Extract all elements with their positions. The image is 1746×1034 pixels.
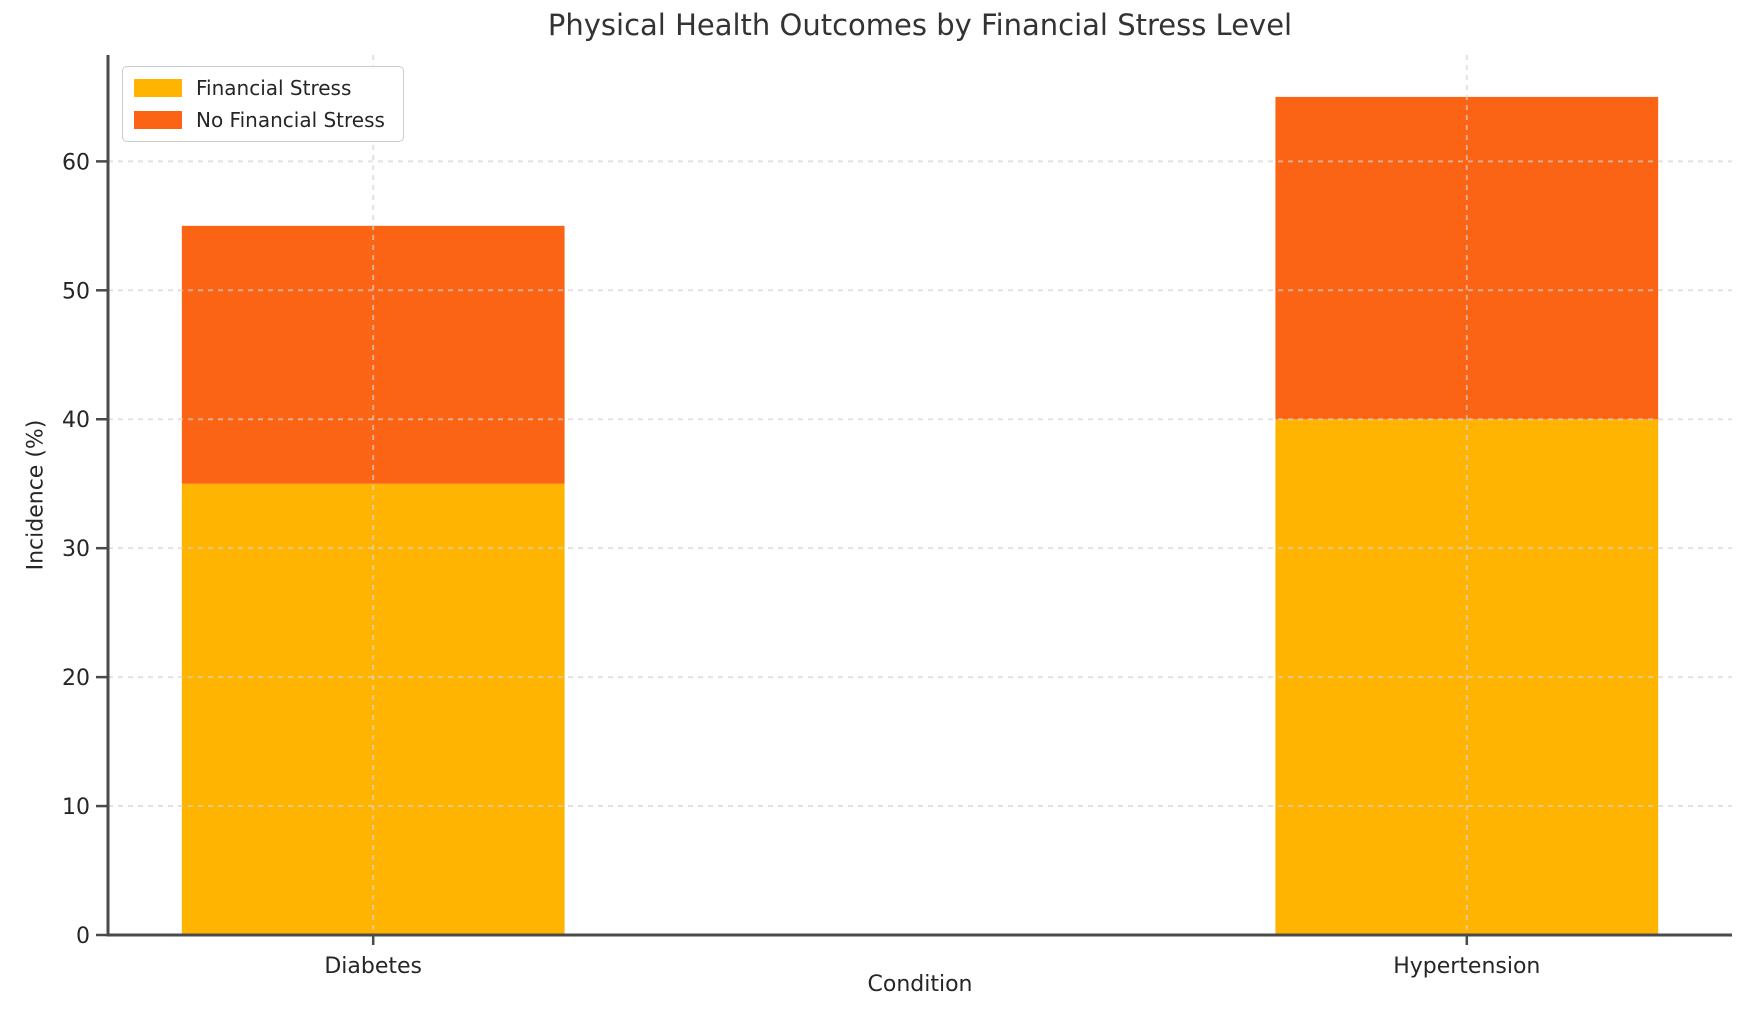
legend-swatch-no-financial-stress — [134, 111, 182, 129]
y-tick-label-0: 0 — [76, 924, 90, 949]
y-tick-label-20: 20 — [62, 666, 90, 691]
y-tick-label-60: 60 — [62, 150, 90, 175]
x-tick-label-hypertension: Hypertension — [1393, 954, 1540, 979]
y-tick-label-40: 40 — [62, 408, 90, 433]
y-tick-label-50: 50 — [62, 279, 90, 304]
legend-label-financial-stress: Financial Stress — [196, 76, 352, 100]
legend-swatch-financial-stress — [134, 79, 182, 97]
legend: Financial Stress No Financial Stress — [122, 66, 404, 142]
x-tick-label-diabetes: Diabetes — [324, 954, 422, 979]
legend-item-financial-stress: Financial Stress — [134, 76, 385, 100]
legend-item-no-financial-stress: No Financial Stress — [134, 108, 385, 132]
y-tick-label-30: 30 — [62, 537, 90, 562]
y-axis-label: Incidence (%) — [23, 419, 49, 571]
chart-title: Physical Health Outcomes by Financial St… — [547, 8, 1293, 42]
x-axis-label: Condition — [867, 972, 973, 997]
y-tick-label-10: 10 — [62, 795, 90, 820]
legend-label-no-financial-stress: No Financial Stress — [196, 108, 385, 132]
